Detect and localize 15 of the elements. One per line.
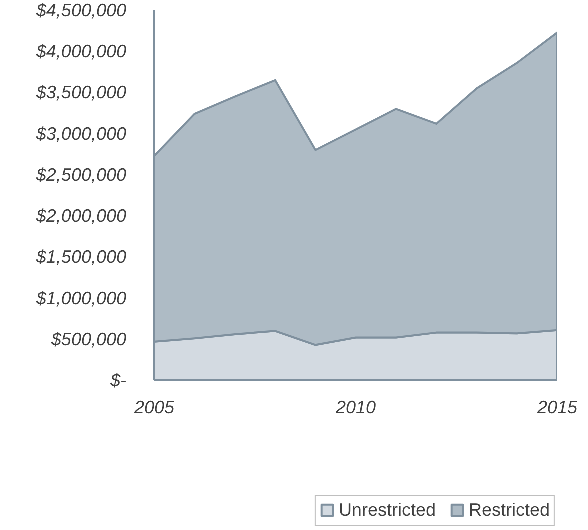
- y-tick-label: $500,000: [50, 329, 126, 350]
- y-tick-label: $1,000,000: [35, 288, 127, 308]
- y-tick-label: $2,500,000: [35, 164, 127, 185]
- legend-label: Unrestricted: [338, 500, 436, 520]
- x-tick-label: 2005: [133, 398, 176, 418]
- y-tick-label: $1,500,000: [35, 247, 127, 268]
- y-tick-label: $-: [109, 370, 127, 390]
- y-tick-label: $4,500,000: [35, 0, 127, 20]
- x-tick-label: 2010: [334, 398, 376, 418]
- y-tick-label: $4,000,000: [35, 42, 127, 62]
- x-tick-label: 2015: [536, 398, 579, 418]
- y-tick-label: $3,000,000: [35, 124, 127, 144]
- y-tick-label: $2,000,000: [35, 206, 127, 226]
- legend-label: Restricted: [468, 500, 550, 520]
- y-tick-label: $3,500,000: [35, 82, 127, 103]
